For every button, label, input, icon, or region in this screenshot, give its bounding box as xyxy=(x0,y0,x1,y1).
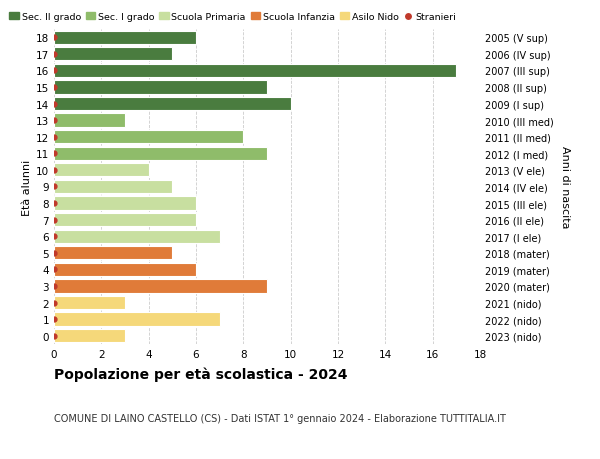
Bar xyxy=(54,180,172,194)
Bar xyxy=(54,263,196,276)
Bar xyxy=(54,114,125,128)
Bar xyxy=(54,213,196,227)
Text: COMUNE DI LAINO CASTELLO (CS) - Dati ISTAT 1° gennaio 2024 - Elaborazione TUTTIT: COMUNE DI LAINO CASTELLO (CS) - Dati IST… xyxy=(54,413,506,423)
Bar xyxy=(54,330,125,342)
Bar xyxy=(54,246,172,260)
Bar xyxy=(54,164,149,177)
Legend: Sec. II grado, Sec. I grado, Scuola Primaria, Scuola Infanzia, Asilo Nido, Stran: Sec. II grado, Sec. I grado, Scuola Prim… xyxy=(10,13,457,22)
Bar xyxy=(54,65,457,78)
Bar xyxy=(54,48,172,61)
Y-axis label: Anni di nascita: Anni di nascita xyxy=(560,146,570,228)
Bar xyxy=(54,98,290,111)
Bar xyxy=(54,313,220,326)
Bar xyxy=(54,32,196,45)
Bar xyxy=(54,147,267,161)
Bar xyxy=(54,131,244,144)
Bar xyxy=(54,280,267,293)
Bar xyxy=(54,81,267,95)
Y-axis label: Età alunni: Età alunni xyxy=(22,159,32,215)
Text: Popolazione per età scolastica - 2024: Popolazione per età scolastica - 2024 xyxy=(54,367,347,382)
Bar xyxy=(54,230,220,243)
Bar xyxy=(54,296,125,309)
Bar xyxy=(54,197,196,210)
